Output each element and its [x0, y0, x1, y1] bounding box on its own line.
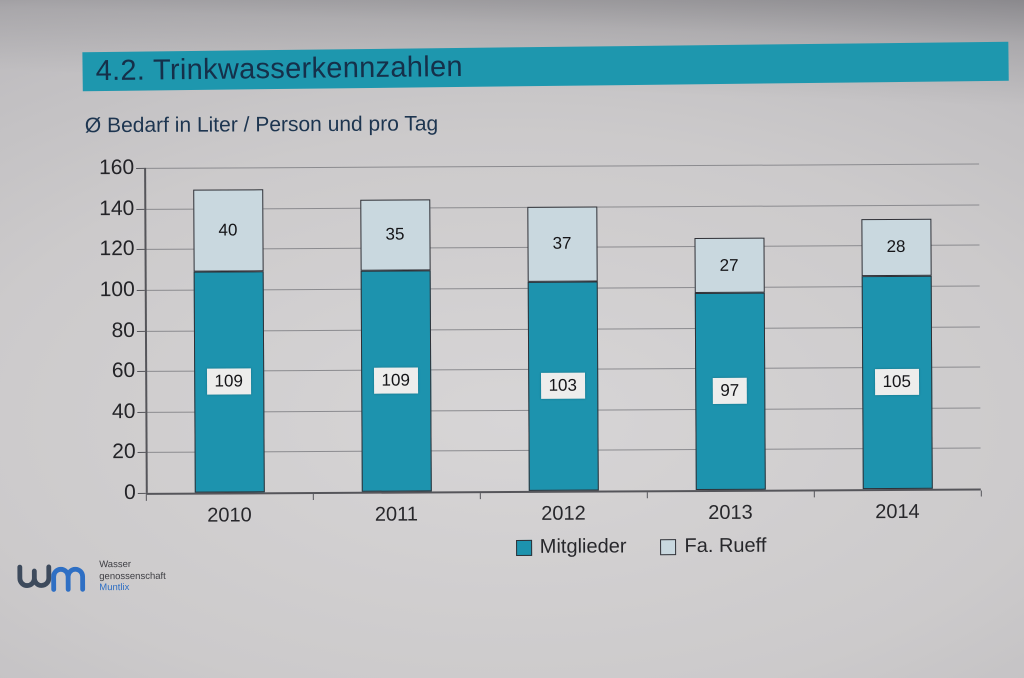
y-axis-tick-label: 20: [112, 440, 136, 464]
y-tick-mark: [136, 289, 145, 291]
y-axis-tick-label: 60: [111, 359, 136, 383]
y-tick-mark: [136, 167, 145, 169]
y-tick-mark: [136, 249, 145, 251]
y-axis-tick-label: 120: [99, 237, 135, 261]
y-axis-tick-label: 80: [111, 318, 136, 342]
segment-value-label: 97: [712, 378, 748, 405]
page-title: 4.2. Trinkwasserkennzahlen: [95, 50, 464, 88]
y-axis-tick-label: 160: [98, 155, 135, 180]
y-tick-mark: [137, 492, 146, 494]
x-tick-mark: [980, 490, 982, 497]
x-tick-mark: [312, 494, 314, 501]
x-tick-mark: [646, 492, 648, 499]
mitglieder-swatch-icon: [515, 539, 532, 556]
logo-line-1: Wasser: [99, 558, 132, 571]
segment-value-label: 105: [874, 369, 919, 396]
legend-label: Fa. Rueff: [684, 534, 767, 558]
y-axis-tick-label: 0: [124, 480, 136, 505]
chart-subtitle: Ø Bedarf in Liter / Person und pro Tag: [84, 112, 439, 138]
x-axis-category-label: 2011: [374, 503, 418, 526]
segment-value-label: 40: [218, 220, 238, 240]
bar-chart: 0 20 40 60 80 100 120 140 160 109 40 2010 109 35 2011 1…: [0, 0, 1022, 527]
x-tick-mark: [479, 493, 481, 500]
x-axis-category-label: 2012: [541, 502, 586, 525]
y-tick-mark: [137, 452, 146, 454]
x-tick-mark: [145, 494, 147, 501]
segment-value-label: 109: [206, 368, 251, 395]
logo-line-2: genossenschaft: [99, 570, 166, 582]
segment-value-label: 109: [373, 367, 418, 395]
y-tick-mark: [136, 330, 145, 332]
segment-value-label: 37: [552, 233, 572, 253]
x-tick-mark: [813, 491, 815, 498]
segment-value-label: 35: [385, 224, 405, 244]
logo-line-3: Muntlix: [99, 582, 130, 594]
segment-value-label: 28: [886, 237, 906, 257]
x-axis-category-label: 2014: [875, 500, 920, 524]
logo-text: Wasser genossenschaft Muntlix: [99, 554, 166, 594]
y-tick-mark: [136, 208, 145, 210]
x-axis-category-label: 2013: [708, 501, 753, 524]
gridline: [144, 163, 980, 169]
segment-value-label: 103: [540, 373, 586, 400]
company-logo: Wasser genossenschaft Muntlix: [14, 554, 166, 601]
y-axis-tick-label: 140: [99, 196, 135, 220]
legend-label: Mitglieder: [539, 535, 627, 558]
rueff-swatch-icon: [660, 538, 677, 555]
y-axis-tick-label: 100: [99, 277, 135, 302]
y-tick-mark: [137, 411, 146, 413]
legend-item-rueff: Fa. Rueff: [660, 535, 766, 559]
wm-logo-icon: [17, 564, 86, 592]
segment-value-label: 27: [719, 255, 739, 275]
chart-legend: Mitglieder Fa. Rueff: [441, 534, 841, 559]
y-axis-tick-label: 40: [111, 399, 136, 423]
y-tick-mark: [137, 371, 146, 373]
slide-title-banner: 4.2. Trinkwasserkennzahlen: [82, 41, 1009, 92]
x-axis-category-label: 2010: [207, 504, 252, 527]
legend-item-mitglieder: Mitglieder: [515, 535, 627, 559]
